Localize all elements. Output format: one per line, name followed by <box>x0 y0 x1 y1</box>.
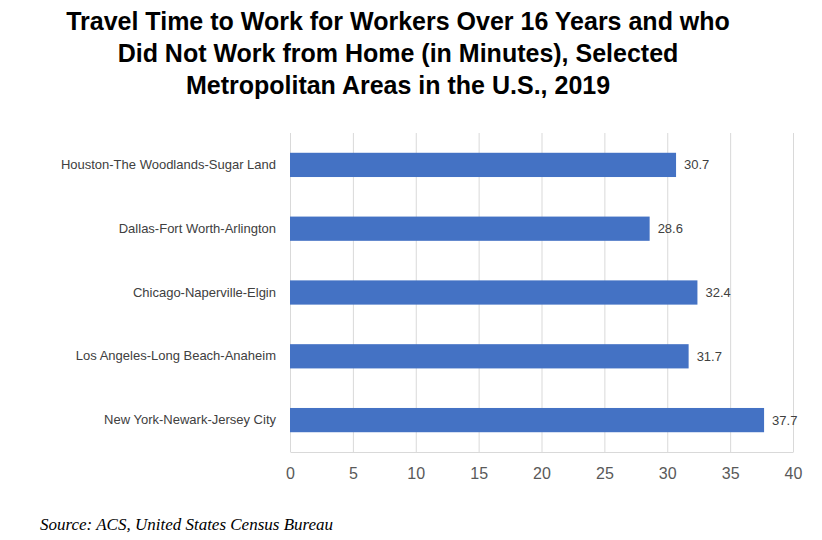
title: Travel Time to Work for Workers Over 16 … <box>66 7 730 99</box>
y-tick: Los Angeles-Long Beach-Anaheim <box>76 348 276 363</box>
title-line: Travel Time to Work for Workers Over 16 … <box>66 7 730 35</box>
chart: Travel Time to Work for Workers Over 16 … <box>0 0 822 540</box>
data-label: 28.6 <box>658 221 683 236</box>
y-tick-label: Chicago-Naperville-Elgin <box>133 285 276 300</box>
bar <box>290 344 689 368</box>
data-label: 32.4 <box>705 285 730 300</box>
x-tick-label: 35 <box>722 465 740 482</box>
y-tick: Chicago-Naperville-Elgin <box>133 285 276 300</box>
x-tick-label: 20 <box>533 465 551 482</box>
x-axis: 0 5 10 15 20 25 30 35 40 <box>286 133 802 482</box>
bar <box>290 280 697 304</box>
x-axis-line <box>291 452 794 453</box>
y-tick: Dallas-Fort Worth-Arlington <box>119 221 276 236</box>
plot: 0 5 10 15 20 25 30 35 40 Houston-The Woodlands-Su… <box>61 133 803 482</box>
x-tick-label: 25 <box>596 465 614 482</box>
x-tick-label: 10 <box>407 465 425 482</box>
title-line: Did Not Work from Home (in Minutes), Sel… <box>118 39 679 67</box>
bar <box>290 153 676 177</box>
y-tick: New York-Newark-Jersey City <box>104 412 276 427</box>
grid-line <box>793 133 794 452</box>
x-tick-label: 30 <box>659 465 677 482</box>
x-tick: 40 <box>785 133 803 482</box>
source: Source: ACS, United States Census Bureau <box>40 515 333 534</box>
bars <box>290 153 764 432</box>
data-label: 30.7 <box>684 157 709 172</box>
y-tick: Houston-The Woodlands-Sugar Land <box>61 157 276 172</box>
title-line: Metropolitan Areas in the U.S., 2019 <box>186 71 610 99</box>
x-tick-label: 5 <box>349 465 358 482</box>
x-tick-label: 0 <box>286 465 295 482</box>
y-tick-label: Dallas-Fort Worth-Arlington <box>119 221 276 236</box>
y-tick-label: New York-Newark-Jersey City <box>104 412 276 427</box>
bar <box>290 217 650 241</box>
x-tick-label: 40 <box>785 465 803 482</box>
data-label: 37.7 <box>772 413 797 428</box>
y-tick-label: Houston-The Woodlands-Sugar Land <box>61 157 276 172</box>
y-axis: Houston-The Woodlands-Sugar Land Dallas-F… <box>61 157 277 427</box>
y-tick-label: Los Angeles-Long Beach-Anaheim <box>76 348 276 363</box>
x-tick-label: 15 <box>470 465 488 482</box>
data-label: 31.7 <box>697 349 722 364</box>
data-labels: 30.7 28.6 32.4 31.7 37.7 <box>658 157 798 427</box>
bar <box>290 408 764 432</box>
